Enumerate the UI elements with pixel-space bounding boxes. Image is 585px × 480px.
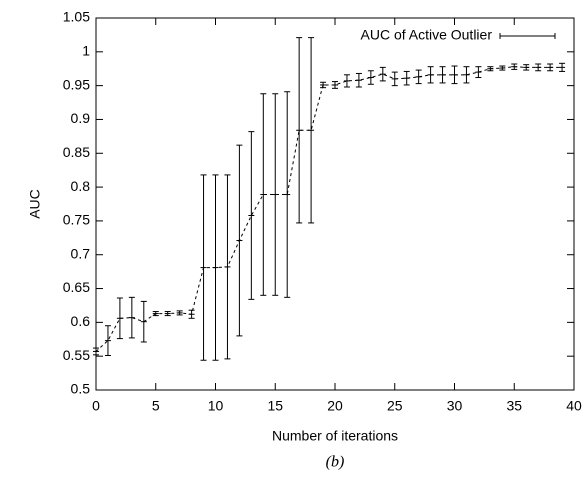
error-bar: [284, 91, 291, 298]
x-axis-label: Number of iterations: [272, 428, 398, 444]
y-tick-label: 0.85: [63, 144, 90, 160]
error-bar: [296, 37, 303, 224]
error-bar: [379, 66, 386, 82]
error-bar: [212, 174, 219, 361]
error-bar: [272, 93, 279, 296]
caption: (b): [326, 454, 345, 471]
y-tick-label: 0.8: [71, 178, 91, 194]
y-tick-label: 0.7: [71, 245, 91, 261]
error-bar: [523, 64, 530, 71]
x-tick-label: 5: [152, 398, 160, 414]
error-bar: [200, 174, 207, 361]
error-bar: [224, 174, 231, 360]
error-bar: [104, 325, 111, 357]
error-bar: [463, 66, 470, 84]
x-tick-label: 25: [387, 398, 403, 414]
error-bar: [116, 297, 123, 340]
x-tick-label: 40: [566, 398, 582, 414]
y-tick-label: 1.05: [63, 9, 90, 25]
error-bar: [415, 69, 422, 85]
y-tick-label: 1: [82, 43, 90, 59]
error-bar: [439, 66, 446, 84]
error-bar: [164, 311, 171, 317]
error-bar: [332, 81, 338, 89]
y-tick-label: 0.55: [63, 347, 90, 363]
plot-frame: [95, 17, 575, 391]
error-bar: [140, 300, 147, 343]
error-bar: [248, 131, 255, 300]
error-bar: [367, 70, 374, 85]
error-bar: [475, 66, 482, 79]
x-tick-label: 35: [506, 398, 522, 414]
error-bar: [511, 63, 518, 70]
error-bar: [535, 63, 542, 72]
x-tick-label: 15: [267, 398, 283, 414]
error-bar: [559, 62, 566, 72]
x-tick-label: 0: [92, 398, 100, 414]
y-tick-label: 0.75: [63, 212, 90, 228]
error-bar: [391, 71, 398, 87]
error-bar: [403, 70, 410, 86]
error-bar: [236, 144, 243, 337]
error-bar: [451, 65, 458, 85]
error-bar: [499, 65, 506, 71]
legend-label: AUC of Active Outlier: [361, 27, 493, 43]
error-bar: [320, 81, 327, 89]
error-bar: [93, 347, 99, 356]
x-tick-label: 10: [208, 398, 224, 414]
error-bar: [547, 63, 554, 72]
y-tick-label: 0.65: [63, 279, 90, 295]
y-tick-label: 0.6: [71, 313, 91, 329]
y-axis-label: AUC: [27, 189, 43, 219]
x-tick-label: 30: [447, 398, 463, 414]
error-bar: [176, 310, 183, 316]
error-bar: [427, 66, 434, 84]
error-bar: [343, 74, 350, 88]
x-tick-label: 20: [327, 398, 343, 414]
error-bar: [308, 37, 315, 224]
y-tick-label: 0.5: [71, 381, 91, 397]
error-bar: [188, 309, 195, 319]
y-tick-label: 0.95: [63, 76, 90, 92]
error-bar: [260, 93, 267, 296]
error-bar: [128, 296, 135, 339]
series-line: [95, 66, 563, 352]
error-bar: [487, 66, 494, 72]
y-tick-label: 0.9: [71, 110, 91, 126]
error-bar: [355, 72, 362, 88]
error-bar: [152, 311, 159, 317]
